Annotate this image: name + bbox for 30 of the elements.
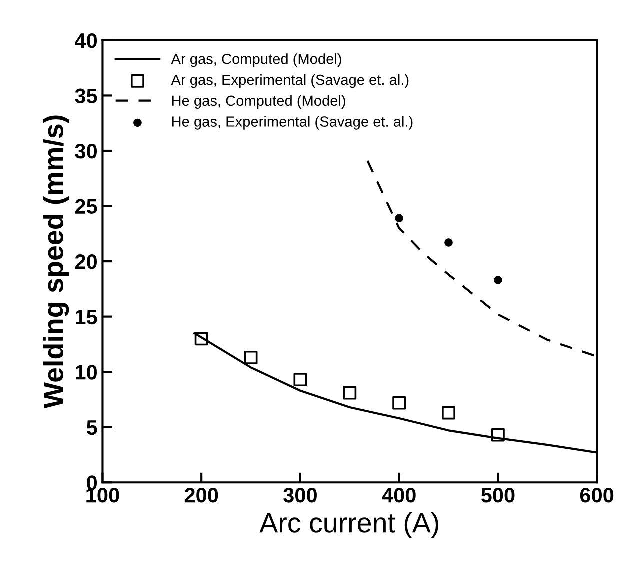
y-tick-label: 35 <box>75 88 98 104</box>
x-axis-title: Arc current (A) <box>260 512 438 538</box>
point <box>343 386 357 400</box>
x-tick-label: 400 <box>382 488 416 503</box>
point <box>494 276 502 285</box>
x-tick-label: 500 <box>481 488 515 503</box>
y-tick-label: 25 <box>75 199 98 214</box>
y-tick-label: 10 <box>76 365 98 380</box>
x-tick-label: 300 <box>284 488 317 503</box>
x-tick-label: 100 <box>86 488 120 503</box>
legend-label: He gas, Experimental (Savage et. al.) <box>172 116 413 130</box>
point <box>395 214 404 223</box>
y-tick-label: 30 <box>75 144 98 159</box>
y-tick-label: 20 <box>75 254 98 270</box>
point <box>444 238 453 247</box>
point <box>392 396 406 410</box>
point <box>244 351 258 364</box>
y-axis-title: Welding speed (mm/s) <box>43 116 70 409</box>
y-tick-label: 40 <box>75 33 98 48</box>
x-tick-label: 200 <box>184 488 218 503</box>
x-tick-label: 600 <box>580 488 614 503</box>
legend-label: Ar gas, Experimental (Savage et. al.) <box>171 74 409 88</box>
legend-label: He gas, Computed (Model) <box>172 95 346 109</box>
point <box>194 332 208 346</box>
point <box>491 428 505 442</box>
point <box>442 406 456 420</box>
point <box>294 373 308 387</box>
y-tick-label: 5 <box>86 420 98 436</box>
legend-label: Ar gas, Computed (Model) <box>171 54 342 68</box>
y-tick-label: 15 <box>76 310 98 325</box>
